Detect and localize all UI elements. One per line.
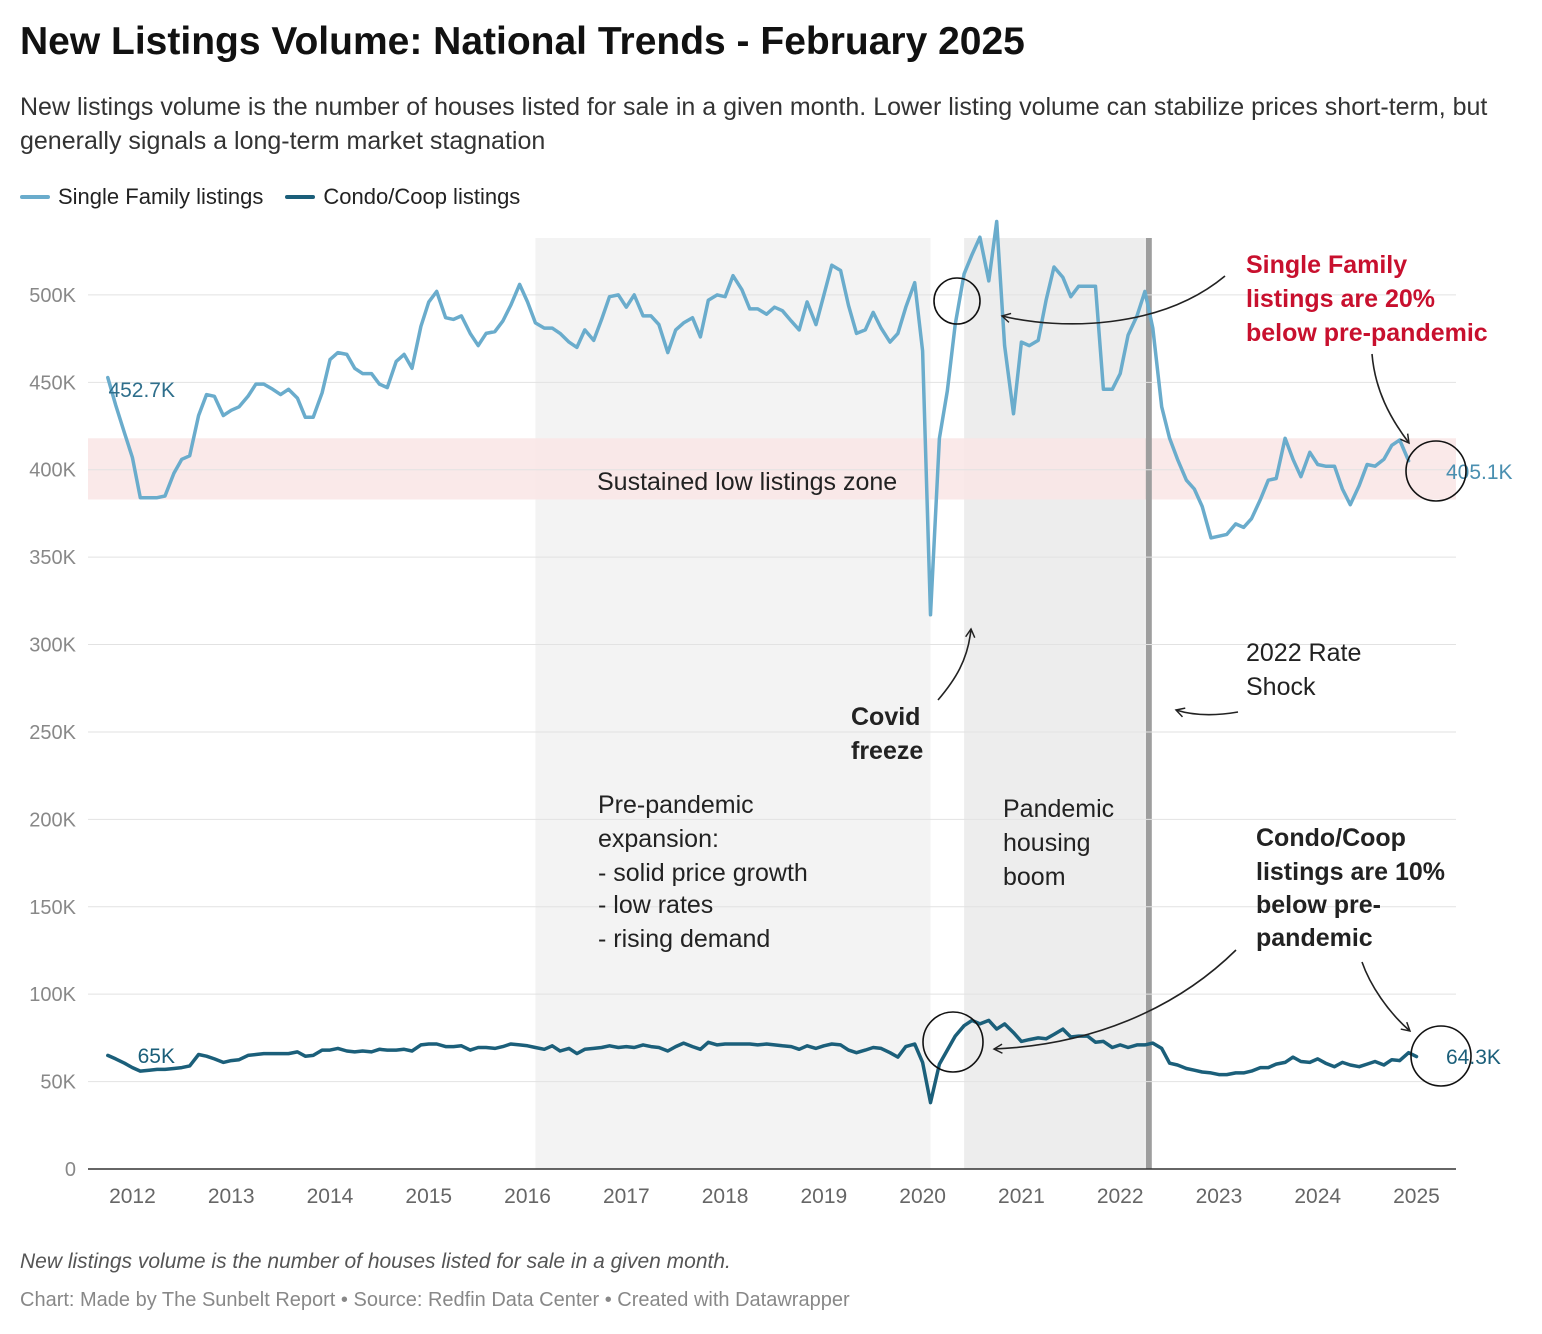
x-tick-label: 2022 <box>1097 1185 1144 1208</box>
period-shade-pre-pandemic <box>535 238 931 1169</box>
condo-start-label: 65K <box>138 1045 175 1068</box>
x-tick-label: 2024 <box>1294 1185 1341 1208</box>
chart-credits: Chart: Made by The Sunbelt Report • Sour… <box>20 1289 850 1311</box>
series-layer <box>106 219 1419 1105</box>
zone-label: Sustained low listings zone <box>597 468 897 496</box>
condo-callout: Condo/Coop listings are 10% below pre- p… <box>1256 824 1452 952</box>
highlight-circle-sf-prepandemic <box>933 277 981 325</box>
series-line-single-family <box>106 219 1411 617</box>
boom-annotation: Pandemic housing boom <box>1003 795 1121 891</box>
x-tick-label: 2021 <box>998 1185 1045 1208</box>
highlight-circle-sf-current <box>1405 440 1467 502</box>
legend-item-condo: Condo/Coop listings <box>285 184 520 210</box>
x-axis: 2012 2013 2014 2015 2016 2017 2018 2019 2020 2021… <box>109 1185 1440 1208</box>
low-listings-zone <box>88 438 1456 500</box>
arrow-condo-callout-to-prepandemic <box>992 949 1237 1054</box>
background-layer <box>88 238 1456 1169</box>
y-tick-label: 50K <box>40 1072 76 1094</box>
x-tick-label: 2015 <box>405 1185 452 1208</box>
x-tick-label: 2016 <box>504 1185 551 1208</box>
condo-end-label: 64.3K <box>1446 1046 1501 1069</box>
x-tick-label: 2023 <box>1196 1185 1243 1208</box>
y-tick-label: 200K <box>29 809 76 831</box>
arrow-sf-callout-to-current <box>1371 353 1410 445</box>
legend-label-single-family: Single Family listings <box>58 184 264 209</box>
arrow-sf-callout-to-prepandemic <box>1000 275 1226 325</box>
x-tick-label: 2019 <box>800 1185 847 1208</box>
arrow-condo-callout-to-current <box>1361 961 1412 1032</box>
y-tick-label: 350K <box>29 547 76 569</box>
y-tick-label: 500K <box>29 285 76 307</box>
y-tick-label: 150K <box>29 897 76 919</box>
y-tick-label: 100K <box>29 984 76 1006</box>
x-tick-label: 2017 <box>603 1185 650 1208</box>
highlight-circle-condo-prepandemic <box>922 1011 984 1073</box>
period-shade-pandemic-boom <box>964 238 1145 1169</box>
pre-pandemic-annotation: Pre-pandemic expansion: - solid price gr… <box>598 791 815 953</box>
rate-shock-annotation: 2022 Rate Shock <box>1246 639 1368 701</box>
y-tick-label: 250K <box>29 722 76 744</box>
x-tick-label: 2014 <box>307 1185 354 1208</box>
sf-callout: Single Family listings are 20% below pre… <box>1246 251 1488 347</box>
y-tick-label: 300K <box>29 635 76 657</box>
y-axis: 0 50K 100K 150K 200K 250K 300K 350K 400K 450K 500K <box>29 285 76 1181</box>
arrow-covid <box>937 627 976 701</box>
annotation-arrows <box>937 275 1412 1054</box>
gridlines <box>88 294 1456 1170</box>
highlight-circles <box>922 277 1472 1087</box>
x-tick-label: 2025 <box>1393 1185 1440 1208</box>
chart-notes: New listings volume is the number of hou… <box>20 1250 731 1273</box>
legend-label-condo: Condo/Coop listings <box>323 184 521 209</box>
y-tick-label: 450K <box>29 372 76 394</box>
chart-title: New Listings Volume: National Trends - F… <box>20 20 1025 63</box>
x-tick-label: 2012 <box>109 1185 156 1208</box>
sf-end-label: 405.1K <box>1446 461 1513 484</box>
arrow-rate-shock <box>1174 707 1239 718</box>
y-tick-label: 0 <box>65 1159 76 1181</box>
covid-annotation: Covid freeze <box>851 703 927 765</box>
y-tick-label: 400K <box>29 460 76 482</box>
sf-start-label: 452.7K <box>108 379 175 402</box>
legend: Single Family listings Condo/Coop listin… <box>20 184 542 210</box>
x-tick-label: 2018 <box>702 1185 749 1208</box>
highlight-circle-condo-current <box>1410 1025 1472 1087</box>
legend-swatch-condo <box>285 195 316 199</box>
x-tick-label: 2020 <box>899 1185 946 1208</box>
legend-swatch-single-family <box>20 195 50 199</box>
x-tick-label: 2013 <box>208 1185 255 1208</box>
series-line-condo <box>106 1018 1419 1105</box>
chart-subtitle: New listings volume is the number of hou… <box>20 93 1488 155</box>
legend-item-single-family: Single Family listings <box>20 184 263 210</box>
